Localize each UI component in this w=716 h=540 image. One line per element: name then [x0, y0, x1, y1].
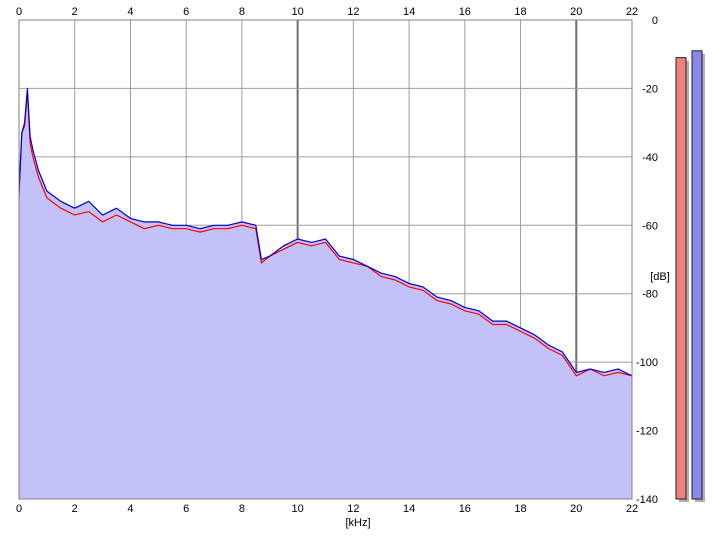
x-tick-label-top: 22: [626, 6, 638, 18]
x-tick-label-top: 2: [72, 6, 78, 18]
x-tick-label-bottom: 12: [347, 503, 359, 515]
x-tick-label-bottom: 10: [292, 503, 304, 515]
x-tick-label-bottom: 4: [127, 503, 133, 515]
y-tick-label: -80: [642, 289, 658, 301]
y-axis-label: [dB]: [650, 271, 670, 283]
x-tick-label-top: 10: [292, 6, 304, 18]
x-tick-label-top: 8: [239, 6, 245, 18]
x-tick-label-top: 12: [347, 6, 359, 18]
left-channel-line: [18, 91, 633, 377]
y-tick-label: -20: [642, 83, 658, 95]
y-tick-label: -100: [636, 357, 658, 369]
y-tick-label: -120: [636, 426, 658, 438]
x-axis-label: [kHz]: [345, 517, 370, 529]
x-tick-label-bottom: 6: [183, 503, 189, 515]
x-tick-label-bottom: 16: [459, 503, 471, 515]
x-tick-label-top: 18: [514, 6, 526, 18]
x-tick-label-bottom: 22: [626, 503, 638, 515]
spectrum-series: [18, 88, 633, 377]
x-tick-label-bottom: 0: [16, 503, 22, 515]
x-tick-label-top: 6: [183, 6, 189, 18]
spectrum-area: [19, 88, 632, 500]
y-tick-label: 0: [652, 15, 658, 27]
x-tick-label-bottom: 14: [403, 503, 415, 515]
left-level-bar: [675, 57, 687, 500]
spectrum-fill: [19, 88, 632, 500]
x-tick-label-bottom: 18: [514, 503, 526, 515]
x-tick-label-top: 4: [127, 6, 133, 18]
x-tick-label-top: 0: [16, 6, 22, 18]
x-tick-label-top: 20: [570, 6, 582, 18]
tick-labels: 002244668810101212141416161818202022220-…: [16, 6, 658, 515]
x-tick-label-bottom: 2: [72, 503, 78, 515]
x-tick-label-top: 16: [459, 6, 471, 18]
plot-frame: [18, 19, 633, 500]
right-level-bar: [691, 50, 703, 500]
x-tick-label-bottom: 20: [570, 503, 582, 515]
right-channel-line: [18, 88, 633, 377]
x-tick-label-bottom: 8: [239, 503, 245, 515]
x-tick-label-top: 14: [403, 6, 415, 18]
y-tick-label: -60: [642, 220, 658, 232]
y-tick-label: -40: [642, 152, 658, 164]
level-meter: [675, 50, 705, 503]
y-tick-label: -140: [636, 494, 658, 506]
